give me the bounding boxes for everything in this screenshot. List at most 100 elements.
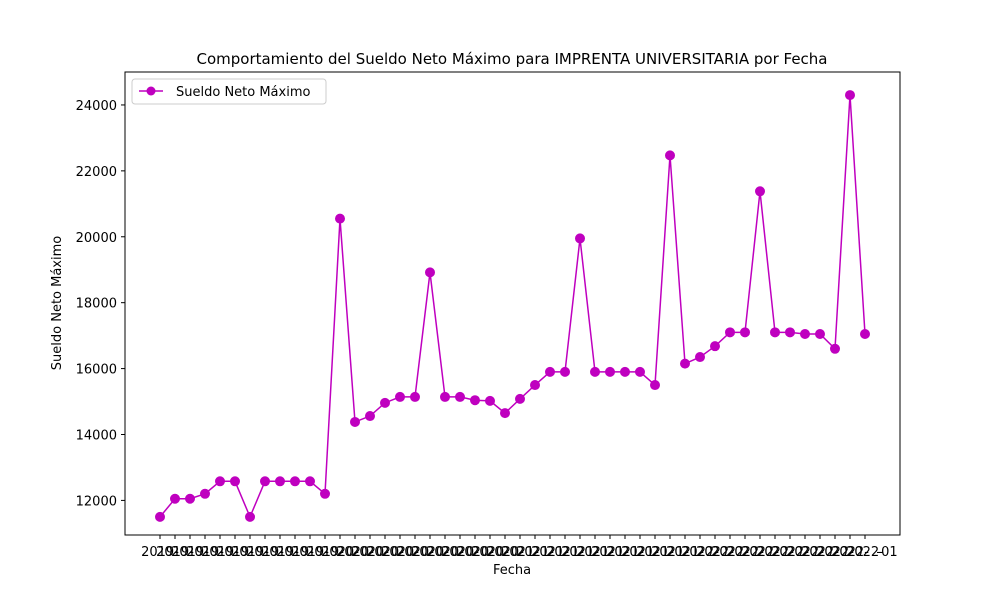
x-tick-label: 2020-	[321, 545, 359, 560]
data-point	[590, 366, 600, 377]
series-group	[155, 90, 870, 522]
x-tick-label: 2019-	[261, 545, 299, 560]
y-tick-label: 16000	[76, 363, 117, 378]
x-tick-label: 2021-	[576, 545, 614, 560]
x-tick-label: 2020-	[396, 545, 434, 560]
x-tick-label: 2022-	[681, 545, 719, 560]
y-axis-label: Sueldo Neto Máximo	[50, 236, 65, 370]
legend-label: Sueldo Neto Máximo	[176, 85, 310, 100]
data-point	[410, 391, 420, 402]
data-point	[215, 476, 225, 487]
x-tick-label: 2021-	[621, 545, 659, 560]
x-tick-label: 2021-	[516, 545, 554, 560]
x-tick-label: 2019-	[276, 545, 314, 560]
x-tick-label: 2019-	[246, 545, 284, 560]
x-tick-label: 2020-	[336, 545, 374, 560]
data-point	[500, 408, 510, 419]
x-tick-label: 2022-	[771, 545, 809, 560]
data-point	[425, 267, 435, 278]
x-axis-label: Fecha	[493, 563, 531, 578]
legend-box	[131, 78, 327, 105]
data-point	[455, 391, 465, 402]
x-tick-label: 2022-	[756, 545, 794, 560]
x-tick-label: 2022-	[816, 545, 854, 560]
x-tick-label: 2021-	[651, 545, 689, 560]
x-tick-label: 2021-	[561, 545, 599, 560]
x-tick-label: 2019-	[201, 545, 239, 560]
data-point	[755, 186, 765, 197]
data-point	[560, 366, 570, 377]
data-point	[380, 397, 390, 408]
data-point	[470, 395, 480, 406]
y-axis-ticks: 12000 14000 16000 18000 20000 22000 24000	[76, 99, 125, 509]
x-tick-label: 2020-	[441, 545, 479, 560]
data-point	[350, 416, 360, 427]
x-tick-label: 2020-	[471, 545, 509, 560]
chart-title: Comportamiento del Sueldo Neto Máximo pa…	[196, 50, 827, 68]
x-tick-label: 2021-	[546, 545, 584, 560]
data-point	[260, 476, 270, 487]
data-point	[290, 476, 300, 487]
data-point	[365, 411, 375, 422]
x-tick-label: 2021-	[531, 545, 569, 560]
data-point	[440, 391, 450, 402]
y-tick-label: 18000	[76, 297, 117, 312]
x-tick-label: 2019-	[156, 545, 194, 560]
data-point	[515, 393, 525, 404]
x-tick-label: -01	[876, 545, 897, 560]
data-point	[740, 327, 750, 338]
x-axis-ticks: 2019-2019-2019-2019-2019-2019-2019-2019-…	[141, 535, 898, 560]
data-point	[665, 150, 675, 161]
data-point	[860, 328, 870, 339]
legend-marker	[146, 86, 156, 96]
data-point	[710, 341, 720, 352]
data-point	[200, 488, 210, 499]
x-tick-label: 2019-	[306, 545, 344, 560]
data-point	[605, 366, 615, 377]
data-point	[485, 395, 495, 406]
x-tick-label: 2022-	[846, 545, 884, 560]
data-point	[635, 366, 645, 377]
x-tick-label: 2021-	[591, 545, 629, 560]
data-point	[185, 493, 195, 504]
y-tick-label: 24000	[76, 99, 117, 114]
data-point	[245, 511, 255, 522]
y-tick-label: 12000	[76, 494, 117, 509]
data-point	[725, 327, 735, 338]
x-tick-label: 2019-	[186, 545, 224, 560]
x-tick-label: 2020-	[411, 545, 449, 560]
y-tick-label: 22000	[76, 165, 117, 180]
x-tick-label: 2022-	[741, 545, 779, 560]
x-tick-label: 2022-	[801, 545, 839, 560]
data-point	[275, 476, 285, 487]
data-point	[395, 391, 405, 402]
data-point	[815, 328, 825, 339]
x-tick-label: 2021-	[636, 545, 674, 560]
data-point	[770, 327, 780, 338]
data-point	[320, 488, 330, 499]
legend: Sueldo Neto Máximo	[131, 78, 327, 105]
x-tick-label: 2021-	[606, 545, 644, 560]
x-tick-label: 2019-	[141, 545, 179, 560]
data-point	[230, 476, 240, 487]
x-tick-label: 2019-	[231, 545, 269, 560]
x-tick-label: 2019-	[171, 545, 209, 560]
data-point	[170, 493, 180, 504]
data-point	[155, 511, 165, 522]
x-tick-label: 2020-	[426, 545, 464, 560]
data-point	[785, 327, 795, 338]
y-tick-label: 14000	[76, 428, 117, 443]
data-point	[530, 380, 540, 391]
x-tick-label: 2021-	[666, 545, 704, 560]
x-tick-label: 2020-	[456, 545, 494, 560]
x-tick-label: 2019-	[216, 545, 254, 560]
data-point	[335, 213, 345, 224]
x-tick-label: 2022-	[786, 545, 824, 560]
x-tick-label: 2020-	[366, 545, 404, 560]
data-point	[845, 90, 855, 101]
plot-frame	[124, 71, 901, 536]
x-tick-label: 2020-	[351, 545, 389, 560]
x-tick-label: 2022-	[831, 545, 869, 560]
data-point	[800, 328, 810, 339]
data-point	[305, 476, 315, 487]
